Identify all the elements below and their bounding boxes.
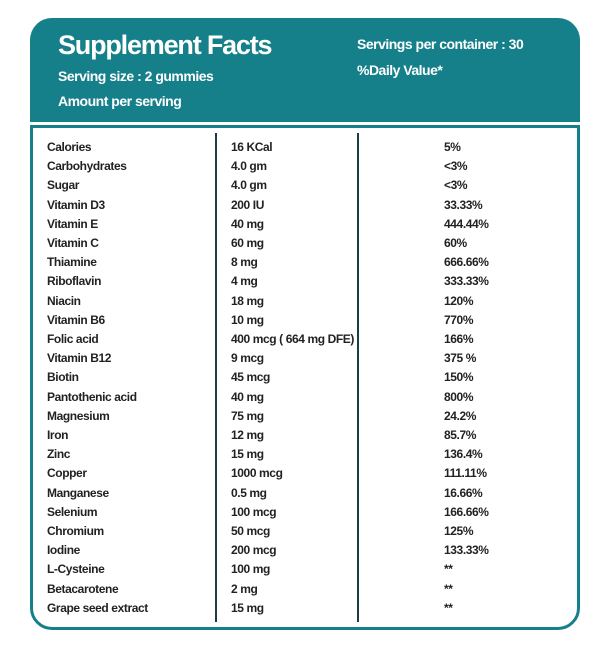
daily-value: 33.33%: [444, 197, 483, 212]
daily-value: 666.66%: [444, 255, 489, 270]
nutrient-name: Sugar: [47, 178, 80, 193]
amount: 400 mcg ( 664 mg DFE): [231, 332, 354, 346]
nutrient-name: Iron: [47, 428, 69, 442]
daily-value: 800%: [444, 389, 474, 404]
daily-value: 5%: [444, 140, 461, 154]
nutrient-name: Grape seed extract: [47, 600, 148, 615]
daily-value: 120%: [444, 293, 474, 308]
daily-value: <3%: [444, 159, 468, 174]
nutrient-name: L-Cysteine: [47, 562, 105, 577]
daily-value: 136.4%: [444, 447, 483, 462]
serving-size: Serving size : 2 gummies: [58, 68, 214, 84]
daily-value: 375 %: [444, 351, 477, 366]
title: Supplement Facts: [58, 30, 273, 60]
nutrient-name: Selenium: [47, 504, 98, 519]
nutrient-name: Chromium: [47, 524, 104, 538]
facts-table: Calories 16 KCal 5% Carbohydrates 4.0 gm <3% S…: [30, 125, 580, 630]
nutrient-name: Vitamin E: [47, 216, 98, 231]
daily-value: 24.2%: [444, 408, 477, 423]
nutrient-name: Iodine: [47, 543, 80, 558]
daily-value-heading: %Daily Value*: [357, 62, 443, 78]
nutrient-name: Biotin: [47, 370, 79, 385]
nutrient-name: Calories: [47, 140, 92, 154]
daily-value: 770%: [444, 312, 474, 327]
amount: 200 mcg: [231, 543, 277, 558]
nutrient-name: Riboflavin: [47, 274, 102, 289]
amount: 9 mcg: [231, 351, 264, 366]
amount: 15 mg: [231, 447, 264, 462]
amount: 4.0 gm: [231, 178, 267, 193]
amount: 12 mg: [231, 428, 264, 442]
nutrient-name: Betacarotene: [47, 581, 119, 596]
daily-value: 125%: [444, 524, 474, 538]
amount: 4 mg: [231, 274, 258, 289]
amount: 40 mg: [231, 389, 264, 404]
amount: 100 mg: [231, 562, 270, 577]
daily-value: 111.11%: [444, 466, 487, 481]
daily-value: 16.66%: [444, 485, 483, 500]
nutrient-name: Vitamin C: [47, 236, 99, 250]
amount-per-serving: Amount per serving: [58, 93, 182, 109]
daily-value: 150%: [444, 370, 474, 385]
nutrient-name: Zinc: [47, 447, 71, 462]
nutrient-name: Niacin: [47, 293, 81, 308]
amount: 200 IU: [231, 197, 264, 212]
nutrient-name: Vitamin B12: [47, 351, 112, 366]
nutrient-name: Thiamine: [47, 255, 97, 270]
daily-value: 166.66%: [444, 504, 489, 519]
nutrient-name: Vitamin D3: [47, 197, 105, 212]
servings-per-container: Servings per container : 30: [357, 36, 524, 52]
daily-value: 85.7%: [444, 428, 477, 442]
amount: 75 mg: [231, 408, 264, 423]
amount: 100 mcg: [231, 504, 277, 519]
nutrient-name: Magnesium: [47, 408, 110, 423]
nutrient-name: Folic acid: [47, 332, 99, 346]
daily-value: 444.44%: [444, 216, 489, 231]
daily-value: **: [444, 581, 453, 596]
nutrient-name: Vitamin B6: [47, 312, 105, 327]
amount: 15 mg: [231, 600, 264, 615]
daily-value: **: [444, 562, 453, 577]
amount: 45 mcg: [231, 370, 270, 385]
daily-value: <3%: [444, 178, 468, 193]
column-divider: [215, 133, 217, 622]
nutrient-name: Carbohydrates: [47, 159, 127, 174]
daily-value: 333.33%: [444, 274, 489, 289]
amount: 1000 mcg: [231, 466, 283, 481]
nutrient-name: Pantothenic acid: [47, 389, 137, 404]
amount: 4.0 gm: [231, 159, 267, 174]
daily-value: 60%: [444, 236, 467, 250]
daily-value: **: [444, 600, 453, 615]
header: Supplement Facts Serving size : 2 gummie…: [30, 18, 580, 122]
amount: 2 mg: [231, 581, 258, 596]
nutrient-name: Copper: [47, 466, 87, 481]
amount: 18 mg: [231, 293, 264, 308]
amount: 60 mg: [231, 236, 264, 250]
amount: 40 mg: [231, 216, 264, 231]
amount: 10 mg: [231, 312, 264, 327]
daily-value: 133.33%: [444, 543, 489, 558]
amount: 16 KCal: [231, 140, 273, 154]
daily-value: 166%: [444, 332, 474, 346]
nutrient-name: Manganese: [47, 485, 109, 500]
column-divider: [357, 133, 359, 622]
amount: 8 mg: [231, 255, 258, 270]
amount: 0.5 mg: [231, 485, 267, 500]
amount: 50 mcg: [231, 524, 270, 538]
